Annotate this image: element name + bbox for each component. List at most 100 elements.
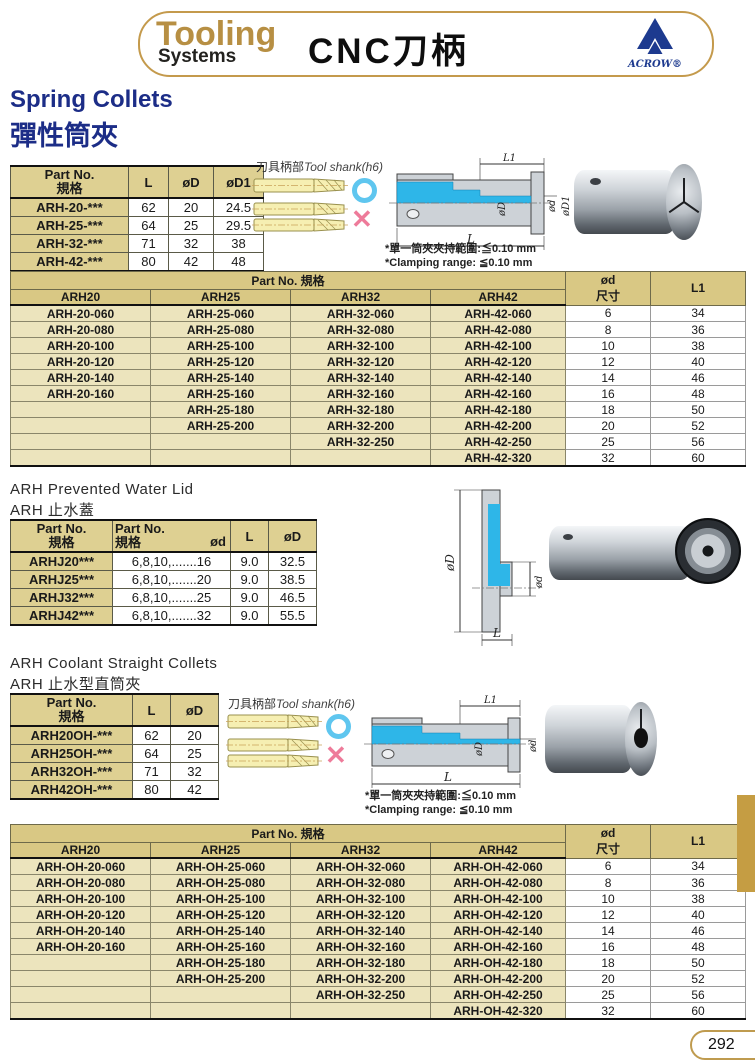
collet-slit [640,709,642,729]
arh-oh-part-table: Part No. 規格 ød 尺寸 L1 ARH20 ARH25 ARH32 A… [9,824,747,1020]
section-title-coolant-en: ARH Coolant Straight Collets [10,655,218,672]
table-cell: ARHJ32*** [10,588,113,607]
brand-tooling: Tooling [156,15,277,53]
table-cell: 9.0 [230,606,269,626]
column-header-line: Part No. [44,167,95,182]
table-cell: ARHJ42*** [10,606,113,626]
table-cell: ARH-42-080 [429,321,567,338]
table-cell: 12 [565,906,652,923]
table-cell: ARH-OH-20-100 [10,890,151,907]
table-cell: 12 [565,353,652,370]
table-cell: ARH-OH-25-060 [150,857,291,875]
group-header-part-no: Part No. 規格 [9,271,567,290]
technical-drawing-water-lid: øD ød L [443,489,545,646]
table-cell: ARH-42-250 [429,433,567,450]
table-cell: ARH-OH-32-120 [290,906,431,923]
table-cell: ARH-42-140 [429,369,567,386]
table-cell [10,970,151,987]
table-row: ARH25OH-*** 64 25 [10,744,219,763]
table-cell: ARH-OH-32-200 [290,970,431,987]
acrow-logo-icon [637,18,673,54]
technical-drawing-coolant-collet: L1 ød øD L [364,695,539,788]
clamping-note-en: *Clamping range: ≦0.10 mm [385,257,533,269]
group-header-part-no: Part No. 規格 [9,824,567,843]
table-cell: 20 [565,417,652,434]
table-cell: 48 [650,385,747,402]
table-cell: ARH-OH-32-080 [290,874,431,891]
column-header-arh20: ARH20 [10,289,151,306]
table-cell: 50 [650,954,747,971]
table-cell: 62 [128,197,169,217]
photo-body [545,705,633,773]
table-cell: ARH-OH-42-160 [429,938,567,955]
column-header-part-no-od: Part No. 規格 ød [112,519,231,553]
photo-side-hole [563,534,573,540]
table-cell: ARH-OH-25-080 [150,874,291,891]
table-cell: ARH-32-100 [290,337,431,354]
dim-label-oD: øD [474,742,485,757]
dim-label-oD: øD [497,202,508,217]
table-cell: 34 [650,304,747,322]
table-cell: 32.5 [268,551,317,571]
table-cell: ARH-32-120 [290,353,431,370]
photo-nose [625,702,657,776]
table-cell: 16 [565,938,652,955]
table-row: ARH-20-*** 62 20 24.5 [10,197,264,217]
table-cell: 8 [565,874,652,891]
table-cell: 32 [565,1002,652,1020]
dim-label-od1: øD1 [561,196,572,217]
table-cell [10,986,151,1003]
brand-block: Tooling Systems [156,17,276,66]
column-header-part-no: Part No. 規格 [10,693,133,727]
table-cell: ARH-32-180 [290,401,431,418]
table-cell: 25 [565,986,652,1003]
table-cell: ARH-32-250 [290,433,431,450]
table-cell: ARH-42-180 [429,401,567,418]
column-header-od: ød 尺寸 [565,824,652,859]
table-cell [10,449,151,467]
product-photo-spring-collet [574,164,702,240]
table-row: ARHJ42*** 6,8,10,.......32 9.0 55.5 [10,606,317,626]
column-header-arh20: ARH20 [10,842,151,859]
photo-center-hole [634,728,648,748]
table-row: ARH-32-250 ARH-42-250 25 56 [10,433,747,450]
table-cell: ARH-OH-20-140 [10,922,151,939]
table-cell: 46 [650,922,747,939]
table-cell: 25 [168,216,214,235]
column-header-line: 規格 [48,535,75,550]
table-header-row: Part No. 規格 L øD øD1 [10,165,264,199]
table-cell: ARH-OH-25-160 [150,938,291,955]
table-cell [150,1002,291,1020]
column-header-line: ød [600,272,616,287]
table-cell: ARH-42-060 [429,304,567,322]
table-cell [290,449,431,467]
table-cell: 6,8,10,.......25 [112,588,231,607]
table-cell: ARH-32-060 [290,304,431,322]
table-cell: ARH-42-120 [429,353,567,370]
table-cell: ARH-32-200 [290,417,431,434]
table-cell: ARH-OH-20-060 [10,857,151,875]
dim-label-od: ød [547,200,558,213]
brand-systems: Systems [158,46,237,67]
table-row: ARHJ20*** 6,8,10,.......16 9.0 32.5 [10,551,317,571]
table-cell: ARH-42-160 [429,385,567,402]
tool-shank-diagram [226,714,322,768]
table-cell: ARH20OH-*** [10,725,133,745]
column-header-od: øD [168,165,214,199]
column-header-line: Part No. [36,521,87,536]
table-cell: ARH-20-160 [10,385,151,402]
collet-slit [683,178,685,202]
product-photo-coolant-collet [545,700,657,778]
table-cell: 36 [650,321,747,338]
table-row: ARH-OH-25-200 ARH-OH-32-200 ARH-OH-42-200 2… [10,970,747,987]
column-header-line: 規格 [58,709,85,724]
table-row: ARH42OH-*** 80 42 [10,780,219,800]
table-cell: ARH-OH-42-140 [429,922,567,939]
column-header-line: 尺寸 [596,288,621,303]
table-cell: ARH-20-060 [10,304,151,322]
table-cell: 6 [565,857,652,875]
table-cell: 38 [213,234,264,253]
table-cell: ARH-OH-32-160 [290,938,431,955]
table-row: ARH-20-100 ARH-25-100 ARH-32-100 ARH-42-100… [10,337,747,354]
